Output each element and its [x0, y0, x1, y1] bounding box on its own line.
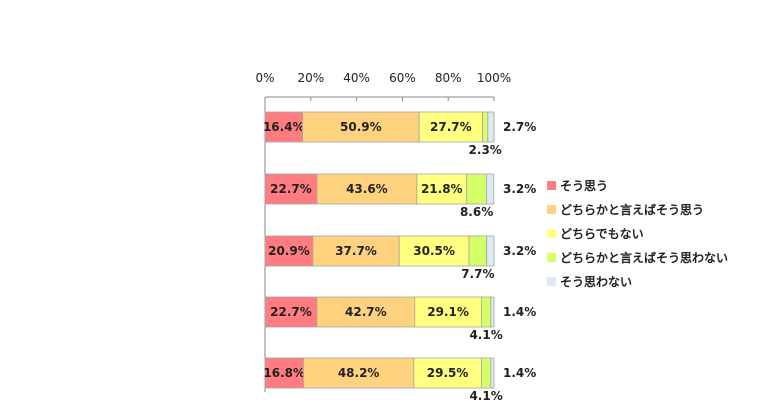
- data-label: 29.5%: [427, 366, 469, 380]
- bar-segment: [312, 235, 400, 267]
- data-label: 8.6%: [460, 205, 493, 219]
- data-label: 1.4%: [503, 305, 536, 319]
- bar-row: 22.7% 43.6% 21.8% 8.6% 3.2%: [264, 173, 536, 219]
- legend-label: そう思う: [560, 179, 608, 193]
- x-tick-label: 100%: [477, 71, 511, 85]
- data-label: 2.7%: [503, 120, 536, 134]
- bar-segment: [487, 111, 495, 143]
- data-label: 29.1%: [427, 305, 469, 319]
- bar-row: 16.4% 50.9% 27.7% 2.3%2.7%: [263, 111, 536, 157]
- legend-item: どちらかと言えばそう思わない: [547, 250, 728, 265]
- legend-swatch: [547, 277, 556, 286]
- bar-segment: [490, 296, 495, 328]
- bar-segment: [264, 296, 318, 328]
- bar-segment: [302, 111, 420, 143]
- data-label: 43.6%: [346, 182, 388, 196]
- bars: 16.4% 50.9% 27.7% 2.3%2.7% 22.7% 43.6% 21.8% 8.…: [263, 111, 536, 403]
- data-label: 22.7%: [270, 182, 312, 196]
- bar-segment: [482, 111, 489, 143]
- data-label: 20.9%: [268, 244, 310, 258]
- x-tick-label: 20%: [297, 71, 324, 85]
- bar-segment: [490, 357, 495, 389]
- data-label: 1.4%: [503, 366, 536, 380]
- legend-item: どちらでもない: [547, 227, 644, 241]
- bar-segment: [468, 235, 488, 267]
- data-label: 16.4%: [263, 120, 305, 134]
- data-label: 27.7%: [430, 120, 472, 134]
- x-tick-label: 80%: [435, 71, 462, 85]
- bar-segment: [486, 173, 495, 205]
- legend-swatch: [547, 253, 556, 262]
- legend-label: どちらかと言えばそう思う: [560, 202, 704, 217]
- data-label: 42.7%: [345, 305, 387, 319]
- data-label: 48.2%: [338, 366, 380, 380]
- data-label: 37.7%: [335, 244, 377, 258]
- bar-segment: [264, 357, 304, 389]
- bar-row: 20.9% 37.7% 30.5% 7.7% 3.2%: [264, 235, 536, 281]
- data-label: 3.2%: [503, 244, 536, 258]
- bar-segment: [481, 296, 492, 328]
- legend-item: そう思う: [547, 179, 608, 193]
- data-label: 7.7%: [461, 267, 494, 281]
- x-tick-label: 0%: [255, 71, 274, 85]
- bar-segment: [416, 173, 468, 205]
- x-tick-label: 60%: [389, 71, 416, 85]
- legend-swatch: [547, 229, 556, 238]
- legend-swatch: [547, 205, 556, 214]
- bar-row: 16.8% 48.2% 29.5%4.1%1.4%: [263, 357, 536, 403]
- data-label: 3.2%: [503, 182, 536, 196]
- data-label: 21.8%: [421, 182, 463, 196]
- bar-row: 22.7% 42.7% 29.1%4.1%1.4%: [264, 296, 536, 342]
- data-label: 4.1%: [469, 328, 502, 342]
- data-label: 50.9%: [340, 120, 382, 134]
- bar-segment: [486, 235, 495, 267]
- bar-segment: [413, 357, 482, 389]
- bar-segment: [264, 173, 318, 205]
- data-label: 4.1%: [469, 389, 502, 403]
- legend-label: どちらかと言えばそう思わない: [560, 250, 728, 265]
- legend-item: そう思わない: [547, 275, 632, 289]
- legend-item: どちらかと言えばそう思う: [547, 202, 704, 217]
- legend-label: どちらでもない: [560, 227, 644, 241]
- data-label: 2.3%: [469, 143, 502, 157]
- legend-swatch: [547, 181, 556, 190]
- data-label: 16.8%: [263, 366, 305, 380]
- data-label: 22.7%: [270, 305, 312, 319]
- data-label: 30.5%: [413, 244, 455, 258]
- bar-segment: [481, 357, 492, 389]
- bar-segment: [466, 173, 487, 205]
- x-tick-label: 40%: [343, 71, 370, 85]
- legend-label: そう思わない: [560, 275, 632, 289]
- bar-segment: [414, 296, 482, 328]
- legend: そう思うどちらかと言えばそう思うどちらでもないどちらかと言えばそう思わないそう思…: [547, 179, 728, 289]
- bar-segment: [303, 357, 415, 389]
